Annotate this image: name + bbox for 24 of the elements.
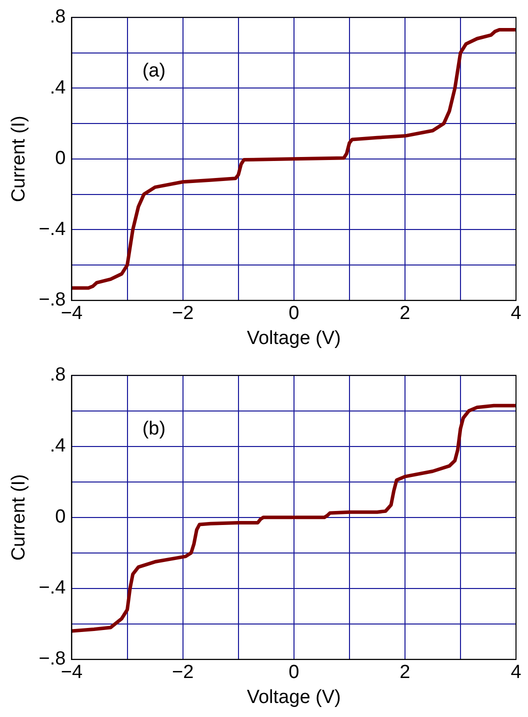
y-tick-label: −.8 [38, 648, 66, 670]
annotation: (a) [142, 60, 166, 82]
x-tick-label: 0 [288, 303, 300, 324]
x-tick-label: −2 [172, 303, 194, 324]
y-tick-label: 0 [55, 506, 66, 528]
x-axis-title: Voltage (V) [246, 686, 341, 708]
y-tick-label: −.4 [38, 578, 66, 599]
x-tick-label: 4 [510, 662, 522, 684]
y-tick-label: .8 [50, 6, 66, 28]
y-axis-title: Current (I) [8, 474, 30, 561]
x-tick-label: −2 [172, 662, 194, 684]
y-tick-label: .4 [50, 436, 66, 457]
x-tick-label: 0 [288, 662, 300, 684]
y-tick-label: −.8 [38, 290, 66, 311]
annotation: (b) [142, 418, 166, 440]
y-tick-label: −.4 [38, 218, 66, 240]
x-tick-label: 2 [400, 662, 410, 684]
y-axis-title: Current (I) [8, 116, 30, 202]
y-tick-label: .8 [50, 364, 66, 386]
x-axis-title: Voltage (V) [246, 328, 341, 349]
y-tick-label: 0 [55, 148, 66, 170]
x-tick-label: 2 [400, 303, 410, 324]
x-tick-label: 4 [510, 303, 522, 324]
y-tick-label: .4 [50, 77, 66, 98]
